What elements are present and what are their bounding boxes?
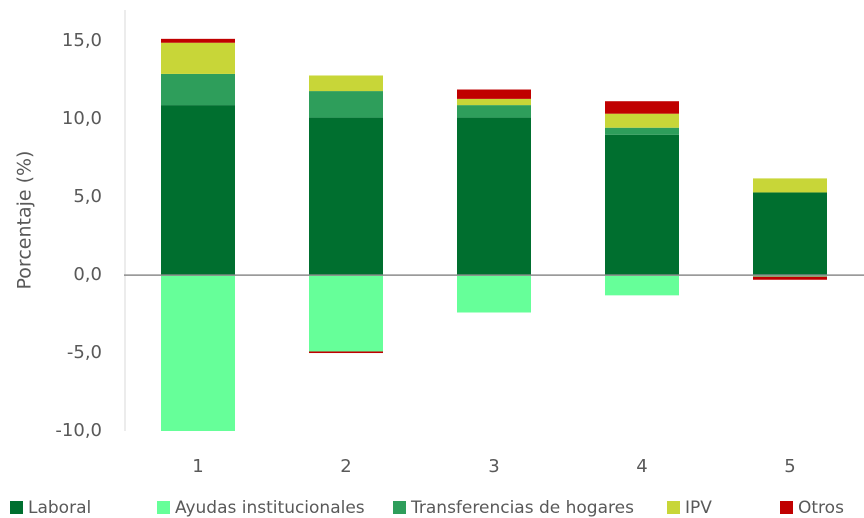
y-tick-label: -5,0	[67, 342, 102, 363]
legend-swatch	[393, 501, 406, 514]
bar-segment	[309, 117, 383, 276]
bar-segment	[457, 117, 531, 276]
bar-segment	[309, 275, 383, 352]
bar-segment	[161, 42, 235, 74]
x-tick-label: 3	[488, 456, 499, 477]
legend-label: Laboral	[28, 498, 91, 518]
x-tick-label: 5	[784, 456, 795, 477]
y-tick-label: -10,0	[55, 420, 102, 441]
bar-segment	[753, 192, 827, 276]
y-tick-label: 15,0	[62, 30, 102, 51]
bar-segment	[753, 275, 827, 277]
bar-segment	[457, 105, 531, 118]
legend-swatch	[780, 501, 793, 514]
bar-segment	[605, 113, 679, 128]
bar-segment	[753, 276, 827, 280]
bar-segment	[605, 275, 679, 296]
bar-segment	[309, 75, 383, 92]
y-tick-label: 5,0	[73, 186, 102, 207]
legend-swatch	[10, 501, 23, 514]
legend-label: Otros	[798, 498, 844, 518]
bar-segment	[605, 127, 679, 135]
y-tick-label: 10,0	[62, 108, 102, 129]
legend-swatch	[667, 501, 680, 514]
x-tick-label: 4	[636, 456, 647, 477]
legend-swatch	[157, 501, 170, 514]
bar-segment	[457, 275, 531, 313]
legend-label: IPV	[685, 498, 712, 518]
y-axis-label: Porcentaje (%)	[14, 151, 36, 290]
bar-segment	[161, 73, 235, 106]
bar-segment	[605, 134, 679, 276]
bar-segment	[605, 101, 679, 114]
legend-label: Ayudas institucionales	[175, 498, 365, 518]
bar-segment	[161, 275, 235, 431]
bar-segment	[309, 351, 383, 354]
bar-segment	[753, 178, 827, 193]
x-tick-label: 1	[192, 456, 203, 477]
bar-segment	[457, 98, 531, 106]
bar-segment	[457, 89, 531, 99]
bar-segment	[161, 105, 235, 276]
bar-segment	[161, 38, 235, 43]
x-tick-label: 2	[340, 456, 351, 477]
y-tick-label: 0,0	[73, 264, 102, 285]
legend-label: Transferencias de hogares	[410, 498, 634, 518]
bar-segment	[309, 91, 383, 118]
